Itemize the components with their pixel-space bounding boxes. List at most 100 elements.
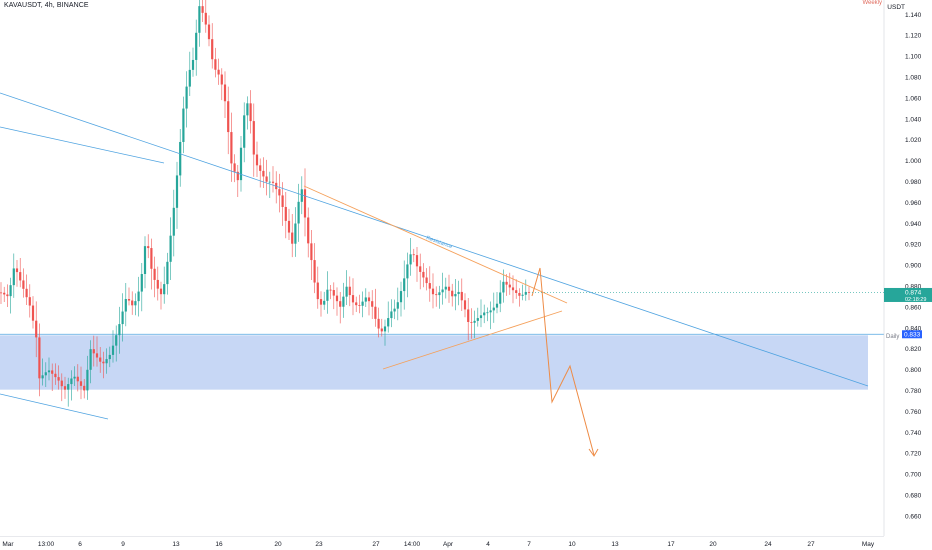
y-tick-label: 1.100	[905, 54, 922, 61]
candle-body	[281, 195, 284, 207]
candle-body	[124, 299, 127, 312]
y-tick-label: 0.840	[905, 325, 922, 332]
daily-level-tag: Daily	[886, 334, 900, 340]
candle-body	[15, 268, 19, 273]
x-tick-label: 27	[372, 541, 380, 548]
candle-body	[271, 181, 275, 183]
candle-body	[147, 246, 150, 249]
candle-body	[0, 292, 3, 294]
y-tick-label: 0.940	[905, 221, 922, 228]
x-tick-label: Mar	[2, 541, 14, 548]
candle-body	[140, 274, 143, 292]
x-tick-label: 20	[274, 541, 282, 548]
x-tick-label: 16	[215, 541, 223, 548]
x-tick-label: 27	[807, 541, 815, 548]
candle-body	[134, 301, 137, 306]
candle-body	[51, 370, 54, 374]
candle-body	[422, 271, 425, 278]
x-tick-label: 20	[709, 541, 717, 548]
candle-body	[19, 272, 22, 281]
candle-body	[294, 223, 297, 244]
candle-body	[3, 292, 6, 295]
candle-body	[463, 300, 467, 310]
y-tick-label: 0.860	[905, 304, 922, 311]
price-axis[interactable]: 1.140 1.120 1.100 1.080 1.060 1.040 1.020 1.000…	[905, 12, 922, 521]
candle-body	[79, 381, 83, 386]
candle-body	[390, 311, 393, 319]
candle-body	[396, 302, 399, 309]
candle-body	[399, 291, 403, 303]
candle-body	[188, 69, 191, 87]
y-tick-label: 0.660	[905, 513, 922, 520]
x-tick-label: 4	[486, 541, 490, 548]
candle-body	[326, 289, 329, 301]
candle-body	[339, 301, 342, 307]
triangle-lower-line	[382, 310, 563, 370]
x-tick-label: 10	[568, 541, 576, 548]
candle-body	[348, 286, 351, 296]
time-axis[interactable]: Mar 13:00 6 9 13 16 20 23 27 14:00 Apr 4 7 10 13 17 20 24…	[0, 536, 884, 549]
candle-body	[127, 299, 131, 301]
candle-body	[252, 121, 255, 155]
candle-body	[518, 292, 521, 296]
y-tick-label: 0.820	[905, 346, 922, 353]
candle-body	[57, 377, 60, 381]
candle-body	[284, 206, 287, 221]
candle-body	[227, 101, 230, 133]
candle-body	[108, 354, 111, 360]
candle-body	[236, 171, 239, 181]
x-tick-label: Apr	[443, 541, 454, 548]
x-tick-label: 13	[172, 541, 180, 548]
candle-body	[92, 349, 95, 354]
candle-body	[86, 369, 89, 391]
candle-body	[12, 268, 15, 286]
candle-body	[115, 335, 118, 346]
candle-body	[419, 266, 422, 272]
candle-body	[211, 39, 214, 60]
candle-body	[300, 189, 303, 202]
y-tick-label: 1.120	[905, 33, 922, 40]
demand-zone	[0, 335, 868, 390]
level-price-value: 0.833	[904, 331, 921, 338]
candle-body	[99, 357, 102, 362]
candle-body	[441, 289, 444, 293]
candle-body	[70, 378, 73, 385]
candle-body	[265, 176, 268, 182]
candle-body	[412, 254, 415, 256]
y-tick-label: 0.800	[905, 367, 922, 374]
x-tick-label: 17	[667, 541, 675, 548]
candle-body	[204, 12, 207, 25]
candle-body	[150, 248, 153, 269]
candle-body	[351, 295, 355, 303]
candle-body	[508, 284, 511, 288]
demand-zone-layer	[0, 333, 884, 390]
candle-body	[217, 69, 220, 75]
last-price-tag	[884, 287, 932, 302]
candle-body	[246, 103, 249, 116]
candle-body	[377, 318, 380, 329]
candle-body	[28, 297, 31, 306]
candle-body	[60, 380, 63, 387]
candle-body	[454, 294, 457, 297]
candle-body	[435, 294, 438, 296]
candle-body	[278, 189, 281, 196]
candle-body	[428, 283, 431, 289]
candle-body	[268, 181, 271, 183]
plot-area	[0, 0, 884, 536]
y-tick-label: 0.760	[905, 409, 922, 416]
candle-body	[63, 386, 67, 390]
y-tick-label: 1.060	[905, 95, 922, 102]
candle-body	[387, 318, 390, 327]
candle-body	[249, 103, 252, 122]
candle-body	[313, 260, 316, 283]
candle-body	[262, 170, 265, 177]
candle-body	[195, 32, 198, 60]
candle-body	[118, 324, 121, 336]
y-tick-label: 0.960	[905, 200, 922, 207]
candle-body	[367, 297, 371, 302]
candle-body	[179, 141, 182, 176]
candle-body	[223, 84, 227, 102]
projection-arrow-head	[588, 448, 599, 457]
